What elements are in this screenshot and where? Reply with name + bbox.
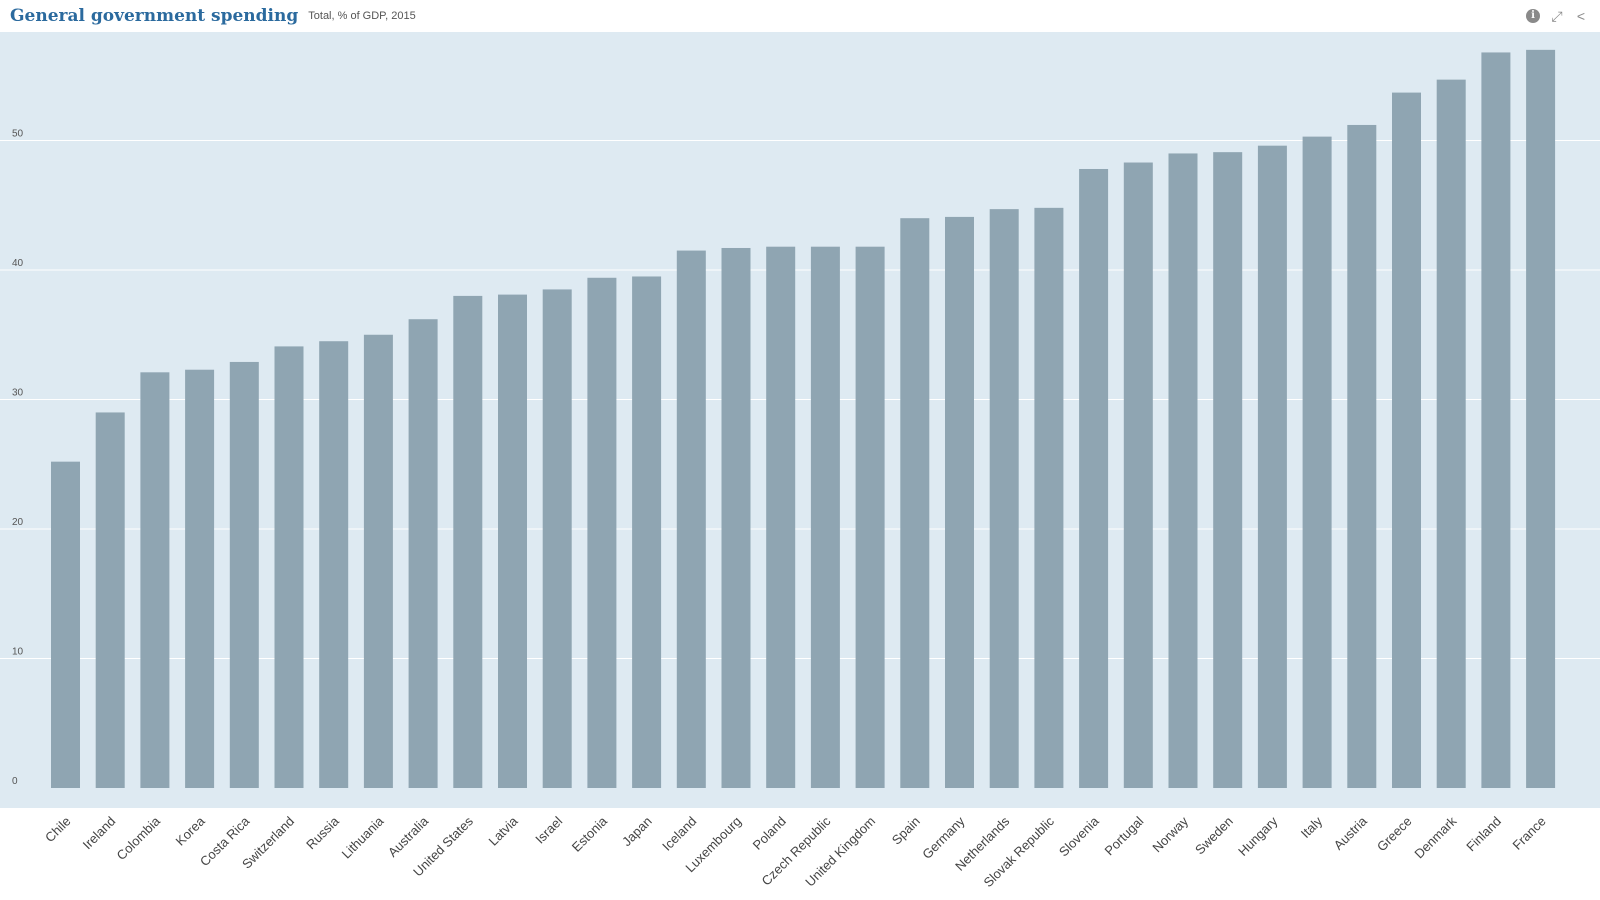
- x-tick-label: Slovenia: [1056, 813, 1102, 859]
- x-tick-label: Portugal: [1102, 813, 1147, 858]
- x-tick-label: Russia: [303, 813, 342, 852]
- bar[interactable]: [855, 246, 885, 788]
- bar[interactable]: [229, 361, 259, 788]
- y-tick-label: 30: [12, 388, 24, 399]
- chart-subtitle: Total, % of GDP, 2015: [308, 10, 416, 22]
- bar[interactable]: [140, 372, 170, 788]
- bar[interactable]: [676, 250, 706, 788]
- share-button[interactable]: <: [1572, 7, 1590, 25]
- bar[interactable]: [810, 246, 840, 788]
- bar[interactable]: [363, 334, 393, 788]
- plot-background: [0, 32, 1600, 808]
- bar[interactable]: [989, 209, 1019, 788]
- bar[interactable]: [1302, 136, 1332, 789]
- x-tick-label: Chile: [42, 814, 74, 846]
- x-tick-label: Estonia: [569, 813, 611, 855]
- bar[interactable]: [1168, 153, 1198, 788]
- x-tick-label: Austria: [1331, 813, 1371, 853]
- y-tick-label: 10: [12, 647, 24, 658]
- chart-toolbar: i ⤢ <: [1524, 7, 1590, 25]
- x-tick-label: Lithuania: [339, 813, 387, 861]
- x-tick-label: Korea: [173, 813, 209, 849]
- bar[interactable]: [1481, 52, 1511, 788]
- bar[interactable]: [1123, 162, 1153, 788]
- bar[interactable]: [632, 276, 662, 788]
- x-tick-label: Colombia: [114, 813, 164, 863]
- x-tick-label: Iceland: [659, 814, 699, 854]
- x-tick-label: Italy: [1298, 813, 1326, 841]
- bar[interactable]: [1079, 168, 1109, 789]
- bars: [51, 49, 1556, 789]
- bar[interactable]: [95, 412, 125, 788]
- gridlines: [0, 140, 1600, 659]
- bar[interactable]: [408, 319, 438, 788]
- x-tick-label: Poland: [750, 814, 789, 853]
- y-tick-label: 0: [12, 776, 18, 787]
- x-tick-label: Greece: [1374, 814, 1415, 855]
- y-tick-label: 20: [12, 517, 24, 528]
- x-tick-label: Finland: [1463, 814, 1504, 855]
- x-tick-label: Ireland: [80, 814, 119, 853]
- x-tick-label: Sweden: [1192, 814, 1236, 858]
- chart-header: General government spending Total, % of …: [0, 0, 1600, 32]
- expand-icon: ⤢: [1551, 7, 1563, 24]
- bar[interactable]: [1347, 124, 1377, 788]
- bar[interactable]: [945, 216, 974, 788]
- bar[interactable]: [900, 218, 930, 788]
- bar[interactable]: [51, 461, 80, 788]
- bar[interactable]: [274, 346, 304, 788]
- bar[interactable]: [498, 294, 527, 788]
- x-tick-label: Spain: [889, 814, 923, 848]
- bar[interactable]: [587, 277, 617, 788]
- y-tick-label: 40: [12, 258, 24, 269]
- bar[interactable]: [1392, 92, 1421, 788]
- x-tick-label: Denmark: [1411, 813, 1459, 861]
- x-tick-label: France: [1509, 814, 1548, 853]
- y-axis-ticks: 0 10 20 30 40 50: [12, 129, 24, 788]
- x-tick-label: Norway: [1149, 813, 1191, 855]
- x-tick-label: Israel: [532, 813, 565, 846]
- x-tick-label: Latvia: [485, 813, 521, 849]
- info-button[interactable]: i: [1524, 7, 1542, 25]
- bar[interactable]: [542, 289, 572, 788]
- x-tick-label: Hungary: [1235, 813, 1281, 859]
- bar[interactable]: [1257, 145, 1287, 788]
- bar[interactable]: [1526, 49, 1556, 789]
- bar[interactable]: [1034, 207, 1064, 789]
- bar[interactable]: [319, 341, 349, 788]
- bar[interactable]: [453, 295, 483, 788]
- bar[interactable]: [721, 247, 751, 789]
- bar[interactable]: [1213, 152, 1243, 788]
- bar[interactable]: [1436, 79, 1466, 788]
- x-tick-label: Japan: [619, 814, 655, 850]
- share-icon: <: [1576, 8, 1586, 24]
- info-icon: i: [1526, 9, 1540, 23]
- chart-title: General government spending: [10, 6, 299, 26]
- expand-button[interactable]: ⤢: [1548, 7, 1566, 25]
- bar[interactable]: [766, 246, 796, 788]
- y-tick-label: 50: [12, 129, 24, 140]
- bar[interactable]: [185, 369, 215, 788]
